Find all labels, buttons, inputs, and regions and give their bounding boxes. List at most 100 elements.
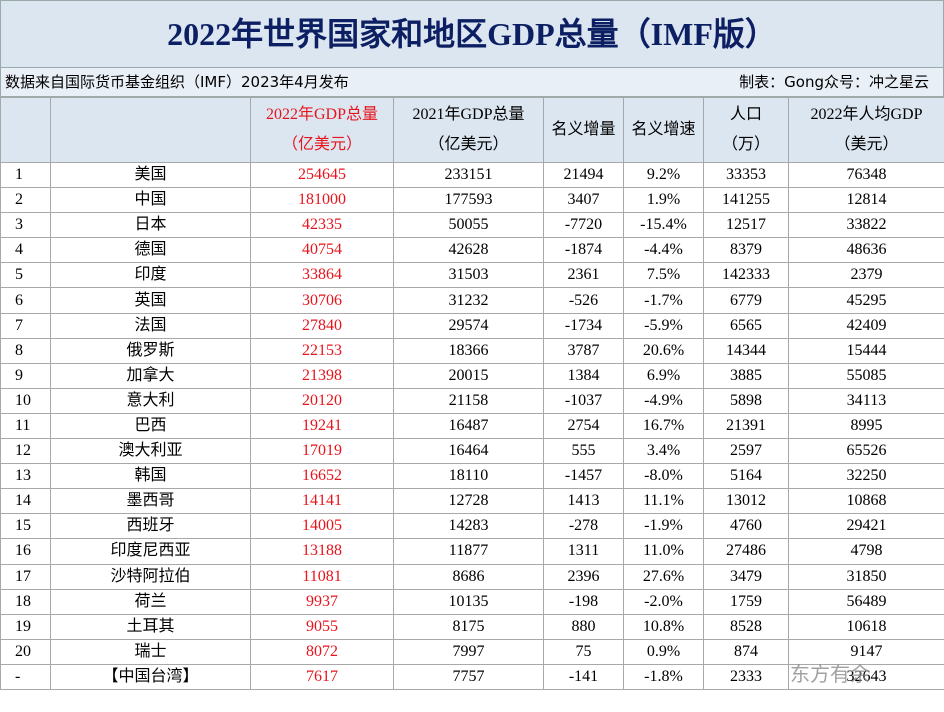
table-cell: 荷兰 (50, 588, 251, 615)
table-cell: 142333 (703, 262, 789, 289)
table-cell: 中国 (50, 187, 251, 214)
table-row: - 【中国台湾】 7617 7757 -141 -1.8% 2333 32643 (0, 663, 944, 690)
table-cell: 21158 (393, 387, 544, 414)
table-cell: 33864 (250, 262, 394, 289)
table-cell: 17 (0, 563, 51, 590)
table-cell: 11877 (393, 538, 544, 565)
table-cell: 10618 (788, 613, 944, 640)
table-cell: 14283 (393, 513, 544, 540)
header-cell: 2022年GDP总量 （亿美元） (250, 97, 394, 163)
header-text: 名义增速 (631, 121, 696, 138)
table-cell: 4798 (788, 538, 944, 565)
table-cell: -15.4% (623, 212, 704, 239)
table-cell: -1.9% (623, 513, 704, 540)
table-cell: 9937 (250, 588, 394, 615)
table-cell: 31232 (393, 287, 544, 314)
table-cell: 西班牙 (50, 513, 251, 540)
table-row: 8 俄罗斯 22153 18366 3787 20.6% 14344 15444 (0, 337, 944, 364)
table-cell: 11.1% (623, 488, 704, 515)
header-text: （美元） (834, 136, 899, 153)
header-cell (50, 97, 251, 163)
table-cell: -1.8% (623, 663, 704, 690)
table-cell: 5 (0, 262, 51, 289)
table-cell: 英国 (50, 287, 251, 314)
table-cell: 11.0% (623, 538, 704, 565)
table-cell: 27486 (703, 538, 789, 565)
table-cell: 4 (0, 237, 51, 264)
table-cell: 法国 (50, 312, 251, 339)
header-text: 2022年GDP总量 (265, 106, 378, 123)
table-cell: 【中国台湾】 (50, 663, 251, 690)
table-cell: 2333 (703, 663, 789, 690)
table-row: 6 英国 30706 31232 -526 -1.7% 6779 45295 (0, 287, 944, 314)
table-cell: 德国 (50, 237, 251, 264)
table-cell: 45295 (788, 287, 944, 314)
table-cell: 12517 (703, 212, 789, 239)
table-cell: 15 (0, 513, 51, 540)
table-row: 14 墨西哥 14141 12728 1413 11.1% 13012 10868 (0, 488, 944, 515)
table-cell: 加拿大 (50, 362, 251, 389)
table-cell: 6.9% (623, 362, 704, 389)
table-cell: 8072 (250, 638, 394, 665)
table-cell: 16464 (393, 438, 544, 465)
table-cell: 8995 (788, 412, 944, 440)
table-cell: 日本 (50, 212, 251, 239)
table-cell: 181000 (250, 187, 394, 214)
table-cell: 20120 (250, 387, 394, 414)
table-cell: 34113 (788, 387, 944, 414)
table-cell: 1.9% (623, 187, 704, 214)
table-cell: 11081 (250, 563, 394, 590)
table-row: 18 荷兰 9937 10135 -198 -2.0% 1759 56489 (0, 588, 944, 615)
table-cell: 7 (0, 312, 51, 339)
header-text: （亿美元） (281, 136, 362, 153)
table-cell: 土耳其 (50, 613, 251, 640)
table-cell: 3407 (543, 187, 624, 214)
header-text: 名义增量 (551, 121, 616, 138)
gdp-table: 2022年GDP总量 （亿美元） 2021年GDP总量 （亿美元） 名义增量 名义增速 人口… (0, 97, 944, 690)
title: 2022年世界国家和地区GDP总量（IMF版） (0, 0, 944, 68)
table-cell: 22153 (250, 337, 394, 364)
table-cell: 14005 (250, 513, 394, 540)
table-cell: 33353 (703, 161, 789, 189)
table-cell: 55085 (788, 362, 944, 389)
table-cell: 2379 (788, 262, 944, 289)
table-row: 3 日本 42335 50055 -7720 -15.4% 12517 33822 (0, 212, 944, 239)
table-cell: 10135 (393, 588, 544, 615)
table-cell: 50055 (393, 212, 544, 239)
header-text: （亿美元） (428, 136, 509, 153)
table-cell: 2396 (543, 563, 624, 590)
table-cell: 29421 (788, 513, 944, 540)
table-cell: 42335 (250, 212, 394, 239)
header-text: 2022年人均GDP (810, 106, 923, 123)
table-cell: 美国 (50, 161, 251, 189)
table-cell: 20 (0, 638, 51, 665)
table-cell: 14344 (703, 337, 789, 364)
table-cell: 27.6% (623, 563, 704, 590)
table-cell: -1734 (543, 312, 624, 339)
table-cell: 1759 (703, 588, 789, 615)
table-cell: 14 (0, 488, 51, 515)
table-cell: 9147 (788, 638, 944, 665)
table-cell: 32250 (788, 463, 944, 490)
table-cell: 韩国 (50, 463, 251, 490)
table-cell: 56489 (788, 588, 944, 615)
table-cell: -1037 (543, 387, 624, 414)
table-cell: 7.5% (623, 262, 704, 289)
table-cell: 12 (0, 438, 51, 465)
table-cell: - (0, 663, 51, 690)
table-cell: 3885 (703, 362, 789, 389)
table-cell: 15444 (788, 337, 944, 364)
table-cell: 12728 (393, 488, 544, 515)
table-cell: 意大利 (50, 387, 251, 414)
table-cell: 254645 (250, 161, 394, 189)
table-cell: 177593 (393, 187, 544, 214)
table-cell: 874 (703, 638, 789, 665)
table-cell: 11 (0, 412, 51, 440)
table-cell: 5164 (703, 463, 789, 490)
table-cell: -141 (543, 663, 624, 690)
table-cell: 48636 (788, 237, 944, 264)
table-cell: 16487 (393, 412, 544, 440)
table-cell: 2 (0, 187, 51, 214)
table-cell: 29574 (393, 312, 544, 339)
